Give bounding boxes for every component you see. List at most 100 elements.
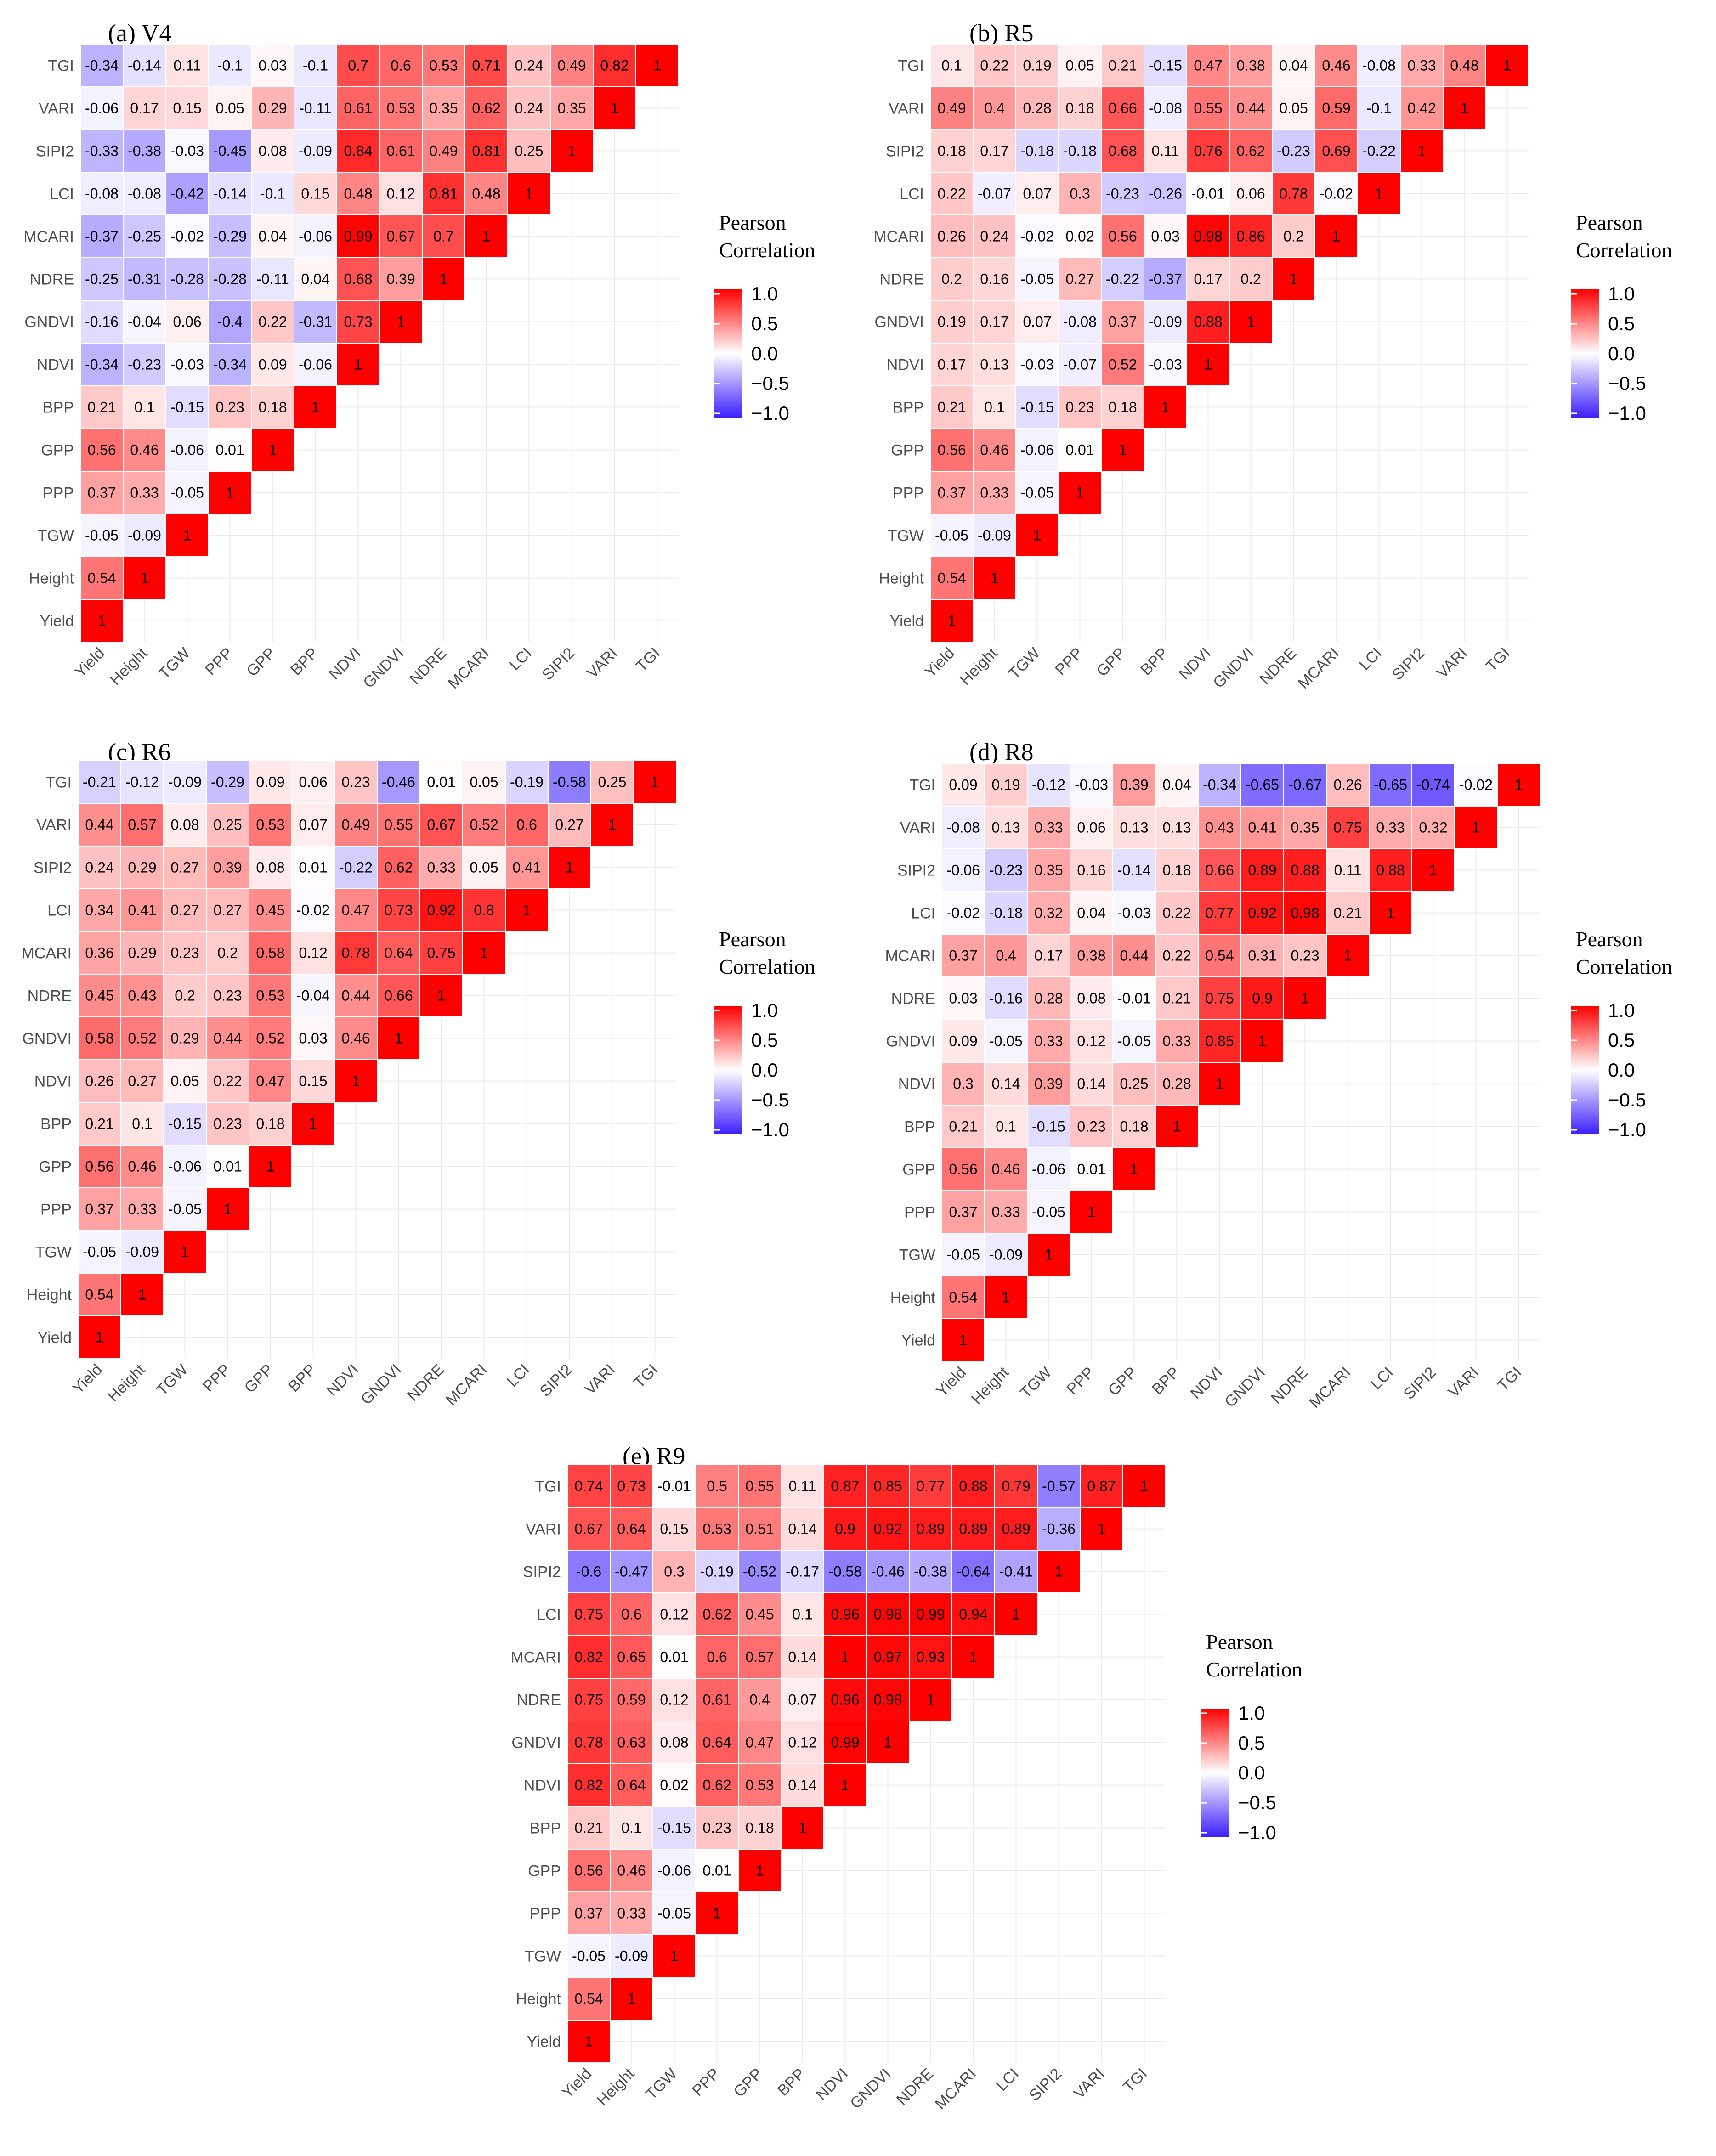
heatmap-cell: [567, 1464, 611, 1508]
cell-value-label: 0.18: [937, 143, 966, 159]
cell-value-label: 0.73: [384, 902, 413, 919]
cell-value-label: 1: [568, 143, 576, 159]
heatmap-cell: [610, 1550, 653, 1593]
heatmap-cell: [1144, 257, 1187, 301]
heatmap-cell: [1326, 891, 1370, 935]
heatmap-cell: [165, 172, 209, 215]
cell-value-label: -0.1: [1366, 100, 1392, 117]
cell-value-label: 0.13: [1120, 819, 1148, 836]
x-tick-label: BPP: [1149, 1364, 1183, 1398]
heatmap-cell: [294, 214, 337, 258]
cell-value-label: 0.55: [1194, 100, 1222, 117]
cell-value-label: 0.35: [1291, 819, 1319, 836]
cell-value-label: -0.05: [657, 1905, 691, 1922]
cell-value-label: 0.51: [745, 1521, 774, 1537]
cell-value-label: 0.04: [301, 271, 329, 288]
legend-subtitle: Correlation: [1576, 955, 1672, 978]
heatmap-cell: [464, 44, 508, 87]
cell-value-label: 1: [1204, 356, 1212, 373]
cell-value-label: 0.21: [574, 1820, 603, 1836]
heatmap-cell: [1015, 172, 1059, 215]
cell-value-label: 0.43: [1205, 819, 1234, 836]
heatmap-cell: [249, 846, 292, 889]
heatmap-cell: [984, 1147, 1028, 1191]
cell-value-label: 0.22: [1162, 948, 1191, 964]
heatmap-cell: [334, 1016, 378, 1060]
heatmap-cell: [379, 300, 423, 344]
y-tick-label: MCARI: [23, 228, 74, 246]
heatmap-cell: [251, 428, 294, 472]
cell-value-label: 0.17: [980, 314, 1008, 330]
cell-value-label: 0.04: [258, 228, 287, 245]
heatmap-cell: [123, 172, 166, 215]
cell-value-label: 0.67: [574, 1521, 603, 1537]
heatmap-cell: [208, 300, 252, 344]
cell-value-label: 0.22: [1162, 905, 1191, 921]
heatmap-cell: [377, 760, 420, 804]
heatmap-cell: [334, 846, 378, 889]
heatmap-cell: [652, 1763, 696, 1807]
cell-value-label: -0.38: [128, 143, 161, 159]
cell-value-label: 1: [1344, 948, 1352, 964]
cell-value-label: 1: [480, 945, 488, 961]
heatmap-cell: [464, 214, 508, 258]
cell-value-label: -0.1: [303, 57, 328, 74]
cell-value-label: -0.23: [989, 862, 1023, 879]
cell-value-label: 0.06: [1077, 819, 1105, 836]
heatmap-cell: [379, 44, 423, 87]
heatmap-cell: [909, 1507, 952, 1551]
cell-value-label: 0.46: [617, 1863, 646, 1879]
cell-value-label: 0.92: [873, 1521, 902, 1537]
heatmap-cell: [163, 1016, 207, 1060]
cell-value-label: 0.1: [792, 1606, 812, 1623]
heatmap-cell: [78, 1059, 121, 1103]
x-tick-label: GPP: [1093, 644, 1129, 680]
heatmap-cell: [695, 1678, 739, 1721]
heatmap-cell: [80, 129, 124, 173]
heatmap-cell: [334, 760, 378, 804]
cell-value-label: -0.36: [1042, 1521, 1076, 1537]
cell-value-label: -0.06: [168, 1158, 202, 1175]
y-tick-label: GNDVI: [886, 1033, 935, 1050]
legend-title: Pearson: [1576, 211, 1643, 234]
heatmap-cell: [973, 343, 1016, 386]
cell-value-label: 1: [354, 356, 362, 373]
cell-value-label: 0.16: [1077, 862, 1105, 879]
heatmap-cell: [1186, 86, 1230, 130]
heatmap-cell: [567, 1635, 611, 1679]
cell-value-label: 1: [1461, 100, 1469, 117]
cell-value-label: 0.6: [391, 57, 411, 74]
heatmap-cell: [294, 172, 337, 215]
heatmap-cell: [1101, 129, 1144, 173]
heatmap-cell: [462, 760, 506, 804]
heatmap-cell: [738, 1806, 782, 1850]
x-tick-label: GPP: [241, 1361, 277, 1397]
heatmap-cell: [930, 556, 974, 600]
heatmap-cell: [1272, 129, 1315, 173]
heatmap-cell: [973, 514, 1016, 557]
x-tick-label: TGI: [630, 1361, 661, 1392]
cell-value-label: 0.88: [1376, 862, 1405, 879]
heatmap-panel: (a) V4 1 0.54 1 -0.05 -0.09 1 0.37 0.33 -0.05 1 0.5…: [23, 19, 815, 692]
cell-value-label: 0.01: [1065, 442, 1094, 458]
heatmap-cell: [165, 471, 209, 514]
heatmap-cell: [652, 1635, 696, 1679]
heatmap-cell: [294, 86, 337, 130]
cell-value-label: 0.59: [617, 1692, 646, 1708]
cell-value-label: -0.16: [85, 314, 119, 330]
heatmap-cell: [973, 556, 1016, 600]
heatmap-cell: [464, 129, 508, 173]
legend-tick-label: 1.0: [751, 283, 778, 305]
heatmap-cell: [1198, 976, 1241, 1020]
legend: Pearson Correlation 1.0 0.5 0.0 −0.5 −1.0: [1571, 927, 1672, 1140]
heatmap-cell: [695, 1763, 739, 1807]
heatmap-cell: [909, 1464, 952, 1508]
cell-value-label: 0.31: [1248, 948, 1276, 964]
cell-value-label: 0.77: [1205, 905, 1234, 921]
x-tick-label: TGI: [1483, 644, 1513, 675]
cell-value-label: 0.62: [702, 1606, 731, 1623]
cell-value-label: 0.01: [299, 859, 327, 876]
cell-value-label: -0.15: [168, 1116, 202, 1132]
heatmap-cell: [1454, 806, 1498, 849]
